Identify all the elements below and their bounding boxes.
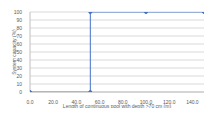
- svg-text:Length of continuous pool with: Length of continuous pool with depth >70…: [63, 103, 172, 108]
- svg-text:100.0: 100.0: [139, 98, 153, 105]
- svg-text:80: 80: [16, 25, 22, 31]
- svg-text:20: 20: [16, 73, 22, 79]
- svg-text:50: 50: [16, 49, 22, 55]
- svg-text:100: 100: [14, 9, 23, 15]
- svg-text:60: 60: [16, 41, 22, 47]
- svg-text:30: 30: [16, 65, 22, 71]
- svg-text:0: 0: [19, 89, 22, 95]
- svg-text:10: 10: [16, 81, 22, 87]
- svg-text:0.0: 0.0: [27, 99, 34, 105]
- svg-text:60.0: 60.0: [94, 98, 105, 105]
- svg-text:20.0: 20.0: [48, 99, 58, 105]
- svg-text:80.0: 80.0: [117, 98, 128, 105]
- svg-text:70: 70: [16, 33, 22, 39]
- svg-text:System capacity (%): System capacity (%): [11, 29, 17, 75]
- svg-text:40: 40: [16, 57, 22, 63]
- svg-text:90: 90: [16, 17, 22, 23]
- svg-text:140.0: 140.0: [186, 99, 199, 105]
- svg-text:40.0: 40.0: [71, 98, 82, 105]
- svg-text:120.0: 120.0: [162, 98, 176, 105]
